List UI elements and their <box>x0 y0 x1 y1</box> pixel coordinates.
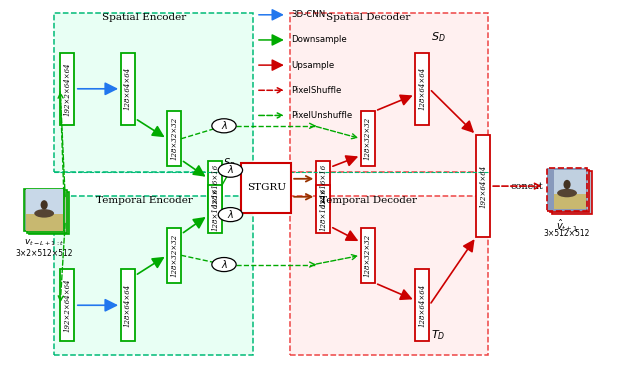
Text: 3D-CNN: 3D-CNN <box>291 10 326 19</box>
Ellipse shape <box>563 180 571 189</box>
Text: Downsample: Downsample <box>291 36 347 44</box>
Text: $v_{t-L+1:t}$: $v_{t-L+1:t}$ <box>24 238 64 248</box>
Text: 128×16×16: 128×16×16 <box>211 164 219 206</box>
Text: $T_p$: $T_p$ <box>243 192 253 205</box>
Circle shape <box>212 258 236 272</box>
Ellipse shape <box>40 200 48 209</box>
Bar <box>60 269 74 341</box>
Text: 128×32×32: 128×32×32 <box>170 234 178 277</box>
FancyBboxPatch shape <box>290 13 488 172</box>
Text: λ: λ <box>228 165 233 175</box>
Bar <box>208 161 222 209</box>
Bar <box>316 185 330 233</box>
Bar <box>167 228 181 283</box>
Bar <box>415 269 429 341</box>
Text: concat: concat <box>510 182 543 191</box>
Text: PixelShuffle: PixelShuffle <box>291 86 342 95</box>
Text: $T_E$: $T_E$ <box>223 211 236 225</box>
Bar <box>476 135 490 237</box>
FancyBboxPatch shape <box>54 196 253 355</box>
Text: 128×32×32: 128×32×32 <box>364 234 372 277</box>
Bar <box>167 111 181 166</box>
Text: PixelUnshuffle: PixelUnshuffle <box>291 111 353 120</box>
Bar <box>121 269 135 341</box>
Bar <box>316 161 330 209</box>
Bar <box>552 171 592 214</box>
Bar <box>27 190 67 233</box>
Bar <box>24 189 64 231</box>
Text: 128×32×32: 128×32×32 <box>364 117 372 160</box>
Text: λ: λ <box>228 209 233 220</box>
Text: $\hat{v}_{t+1}$: $\hat{v}_{t+1}$ <box>556 218 579 233</box>
Text: 128×64×64: 128×64×64 <box>124 284 132 327</box>
Text: 128×64×64: 128×64×64 <box>419 284 426 327</box>
Text: 128×16×16: 128×16×16 <box>319 164 327 206</box>
Text: λ: λ <box>221 121 227 131</box>
Text: λ: λ <box>221 259 227 270</box>
Text: $S_D$: $S_D$ <box>431 30 445 44</box>
Bar <box>29 192 69 234</box>
Text: $S_E$: $S_E$ <box>223 157 236 171</box>
Bar <box>121 53 135 125</box>
Ellipse shape <box>35 209 54 218</box>
Bar <box>241 163 291 213</box>
Text: 3×512×512: 3×512×512 <box>544 229 590 238</box>
Text: 128×64×64: 128×64×64 <box>124 67 132 110</box>
Circle shape <box>218 163 243 177</box>
Bar <box>361 228 375 283</box>
Text: 192×64×64: 192×64×64 <box>479 165 487 208</box>
Text: STGRU: STGRU <box>247 183 285 192</box>
Text: 192×2×64×64: 192×2×64×64 <box>63 279 71 332</box>
FancyBboxPatch shape <box>290 196 488 355</box>
Text: Spatial Encoder: Spatial Encoder <box>102 13 186 22</box>
Bar <box>554 170 586 209</box>
Circle shape <box>218 208 243 222</box>
Bar <box>361 111 375 166</box>
Bar <box>547 168 587 211</box>
Bar <box>60 53 74 125</box>
Bar <box>26 214 63 231</box>
Text: 192×2×64×64: 192×2×64×64 <box>63 62 71 115</box>
Bar <box>554 194 586 209</box>
Bar <box>208 185 222 233</box>
Bar <box>550 170 589 212</box>
Text: 3×2×512×512: 3×2×512×512 <box>15 249 73 258</box>
Text: 128×64×64: 128×64×64 <box>419 67 426 110</box>
Text: $S_p$: $S_p$ <box>243 170 253 184</box>
Text: Upsample: Upsample <box>291 61 335 70</box>
Text: $T_D$: $T_D$ <box>431 328 445 342</box>
Text: Temporal Decoder: Temporal Decoder <box>319 196 417 205</box>
Text: 128×16×16: 128×16×16 <box>211 188 219 231</box>
Text: 128×32×32: 128×32×32 <box>170 117 178 160</box>
Bar <box>26 189 63 231</box>
Circle shape <box>212 119 236 133</box>
Text: 128×16×16: 128×16×16 <box>319 188 327 231</box>
FancyBboxPatch shape <box>54 13 253 172</box>
Text: Spatial Decoder: Spatial Decoder <box>326 13 410 22</box>
Bar <box>415 53 429 125</box>
Text: Temporal Encoder: Temporal Encoder <box>95 196 193 205</box>
Ellipse shape <box>557 189 577 197</box>
